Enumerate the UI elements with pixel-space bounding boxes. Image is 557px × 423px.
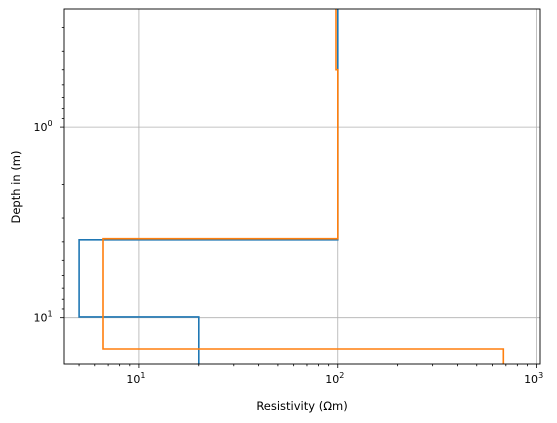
y-axis-label: Depth in (m)	[9, 151, 23, 224]
y-tick-label: 101	[33, 310, 52, 325]
x-tick-label: 102	[325, 371, 344, 386]
y-tick-label: 100	[33, 119, 52, 134]
series-group	[78, 9, 505, 364]
y-gridlines	[64, 126, 540, 319]
series-line-1	[78, 9, 339, 364]
y-major-ticks: 100 101	[33, 119, 64, 325]
y-minor-ticks	[61, 27, 64, 310]
x-major-ticks: 101 102 103	[126, 364, 543, 386]
x-tick-label: 101	[126, 371, 145, 386]
series-line-2	[102, 9, 505, 364]
x-minor-ticks	[78, 364, 528, 367]
x-axis-label: Resistivity (Ωm)	[256, 399, 347, 413]
plot-frame	[63, 8, 541, 365]
x-tick-label: 103	[524, 371, 543, 386]
